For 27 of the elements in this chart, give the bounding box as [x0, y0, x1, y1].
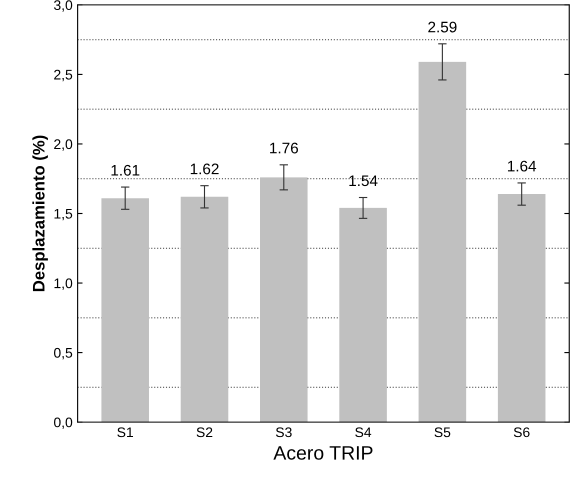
bar	[260, 177, 308, 422]
x-tick-label: S4	[355, 427, 372, 438]
data-label: 1.76	[270, 142, 298, 154]
y-tick-label: 3,0	[54, 0, 72, 12]
data-label: 1.54	[349, 175, 378, 186]
y-tick-label: 0,5	[54, 348, 72, 360]
x-axis-title: Acero TRIP	[273, 446, 372, 460]
bar	[101, 198, 149, 422]
y-axis-title: Desplazamiento (%)	[32, 136, 48, 292]
data-label: 2.59	[428, 22, 457, 32]
data-label: 1.64	[508, 160, 536, 172]
x-tick-label: S6	[514, 427, 530, 438]
bar	[180, 196, 228, 422]
y-tick-label: 1,5	[54, 208, 72, 220]
y-tick-label: 1,0	[54, 278, 72, 290]
y-tick-label: 0,0	[54, 417, 72, 429]
x-tick-label: S5	[434, 427, 450, 438]
y-tick-label: 2,5	[54, 70, 72, 82]
x-tick-label: S3	[276, 427, 292, 438]
bar	[418, 62, 466, 422]
x-tick-label: S2	[196, 427, 212, 438]
x-tick-label: S1	[117, 427, 134, 438]
data-label: 1.62	[190, 164, 219, 174]
data-label: 1.61	[112, 164, 140, 176]
bar	[339, 208, 387, 422]
y-tick-label: 2,0	[54, 139, 72, 151]
bar	[498, 194, 546, 422]
